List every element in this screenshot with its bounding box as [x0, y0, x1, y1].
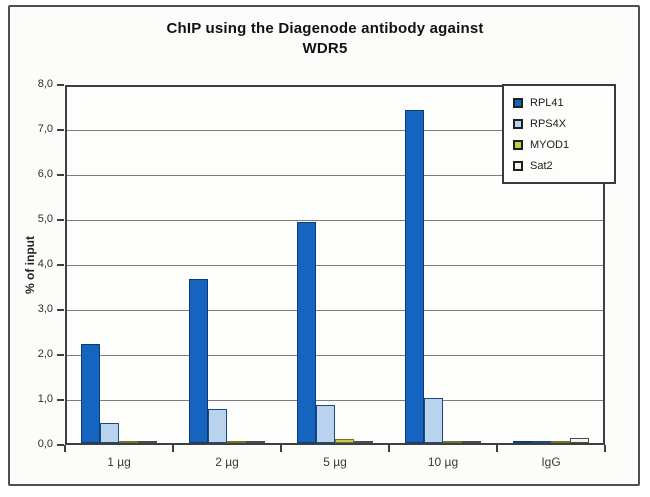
bar-rps4x-5	[532, 441, 551, 443]
x-tick-label: 2 µg	[215, 455, 239, 469]
x-tick	[64, 445, 66, 452]
gridline	[67, 355, 603, 356]
x-tick-label: 1 µg	[107, 455, 131, 469]
y-tick-label: 6,0	[37, 168, 53, 180]
bar-myod1-4	[443, 441, 462, 443]
y-tick-label: 2,0	[37, 348, 53, 360]
chart-title-line2: WDR5	[302, 40, 348, 57]
legend-label: RPL41	[530, 96, 564, 109]
chart-title-line1: ChIP using the Diagenode antibody agains…	[166, 20, 484, 37]
legend-entry: RPS4X	[513, 113, 605, 134]
y-tick	[57, 354, 64, 356]
legend-entry: Sat2	[513, 155, 605, 176]
chart-title: ChIP using the Diagenode antibody agains…	[0, 19, 650, 59]
y-tick-label: 8,0	[37, 78, 53, 90]
bar-myod1-5	[551, 441, 570, 443]
gridline	[67, 130, 603, 131]
bar-sat2-1	[138, 441, 157, 443]
bar-myod1-2	[227, 441, 246, 443]
x-tick	[172, 445, 174, 452]
y-tick	[57, 399, 64, 401]
x-tick	[496, 445, 498, 452]
x-tick	[388, 445, 390, 452]
y-tick-label: 3,0	[37, 303, 53, 315]
bar-sat2-5	[570, 438, 589, 443]
gridline	[67, 175, 603, 176]
gridline	[67, 220, 603, 221]
y-tick	[57, 84, 64, 86]
y-tick-label: 1,0	[37, 393, 53, 405]
y-tick-label: 4,0	[37, 258, 53, 270]
legend-swatch-myod1	[513, 139, 523, 150]
legend-entry: MYOD1	[513, 134, 605, 155]
y-tick	[57, 129, 64, 131]
bar-myod1-3	[335, 439, 354, 443]
bar-rps4x-2	[208, 409, 227, 443]
x-tick-label: 5 µg	[323, 455, 347, 469]
y-tick	[57, 309, 64, 311]
bar-sat2-4	[462, 441, 481, 443]
bar-sat2-3	[354, 441, 373, 443]
bar-myod1-1	[119, 441, 138, 443]
x-tick-label: 10 µg	[427, 455, 459, 469]
bar-rpl41-3	[297, 222, 316, 443]
y-tick-label: 0,0	[37, 438, 53, 450]
y-tick-label: 5,0	[37, 213, 53, 225]
bar-rpl41-5	[513, 441, 532, 443]
legend-label: Sat2	[530, 159, 553, 172]
x-tick-label: IgG	[541, 455, 561, 469]
y-tick-label: 7,0	[37, 123, 53, 135]
gridline	[67, 265, 603, 266]
gridline	[67, 400, 603, 401]
bar-sat2-2	[246, 441, 265, 443]
y-tick	[57, 174, 64, 176]
bar-rps4x-1	[100, 423, 119, 443]
gridline	[67, 310, 603, 311]
x-tick	[280, 445, 282, 452]
legend-entry: RPL41	[513, 92, 605, 113]
y-tick	[57, 264, 64, 266]
legend-box: RPL41 RPS4X MYOD1 Sat2	[502, 84, 616, 184]
y-tick	[57, 444, 64, 446]
x-tick	[604, 445, 606, 452]
bar-rps4x-3	[316, 405, 335, 443]
bar-rpl41-1	[81, 344, 100, 443]
legend-label: MYOD1	[530, 138, 570, 151]
bar-rpl41-4	[405, 110, 424, 443]
legend-swatch-rpl41	[513, 97, 523, 108]
bar-rps4x-4	[424, 398, 443, 443]
legend-swatch-rps4x	[513, 118, 523, 129]
legend-label: RPS4X	[530, 117, 567, 130]
bar-rpl41-2	[189, 279, 208, 443]
y-tick	[57, 219, 64, 221]
legend-swatch-sat2	[513, 160, 523, 171]
